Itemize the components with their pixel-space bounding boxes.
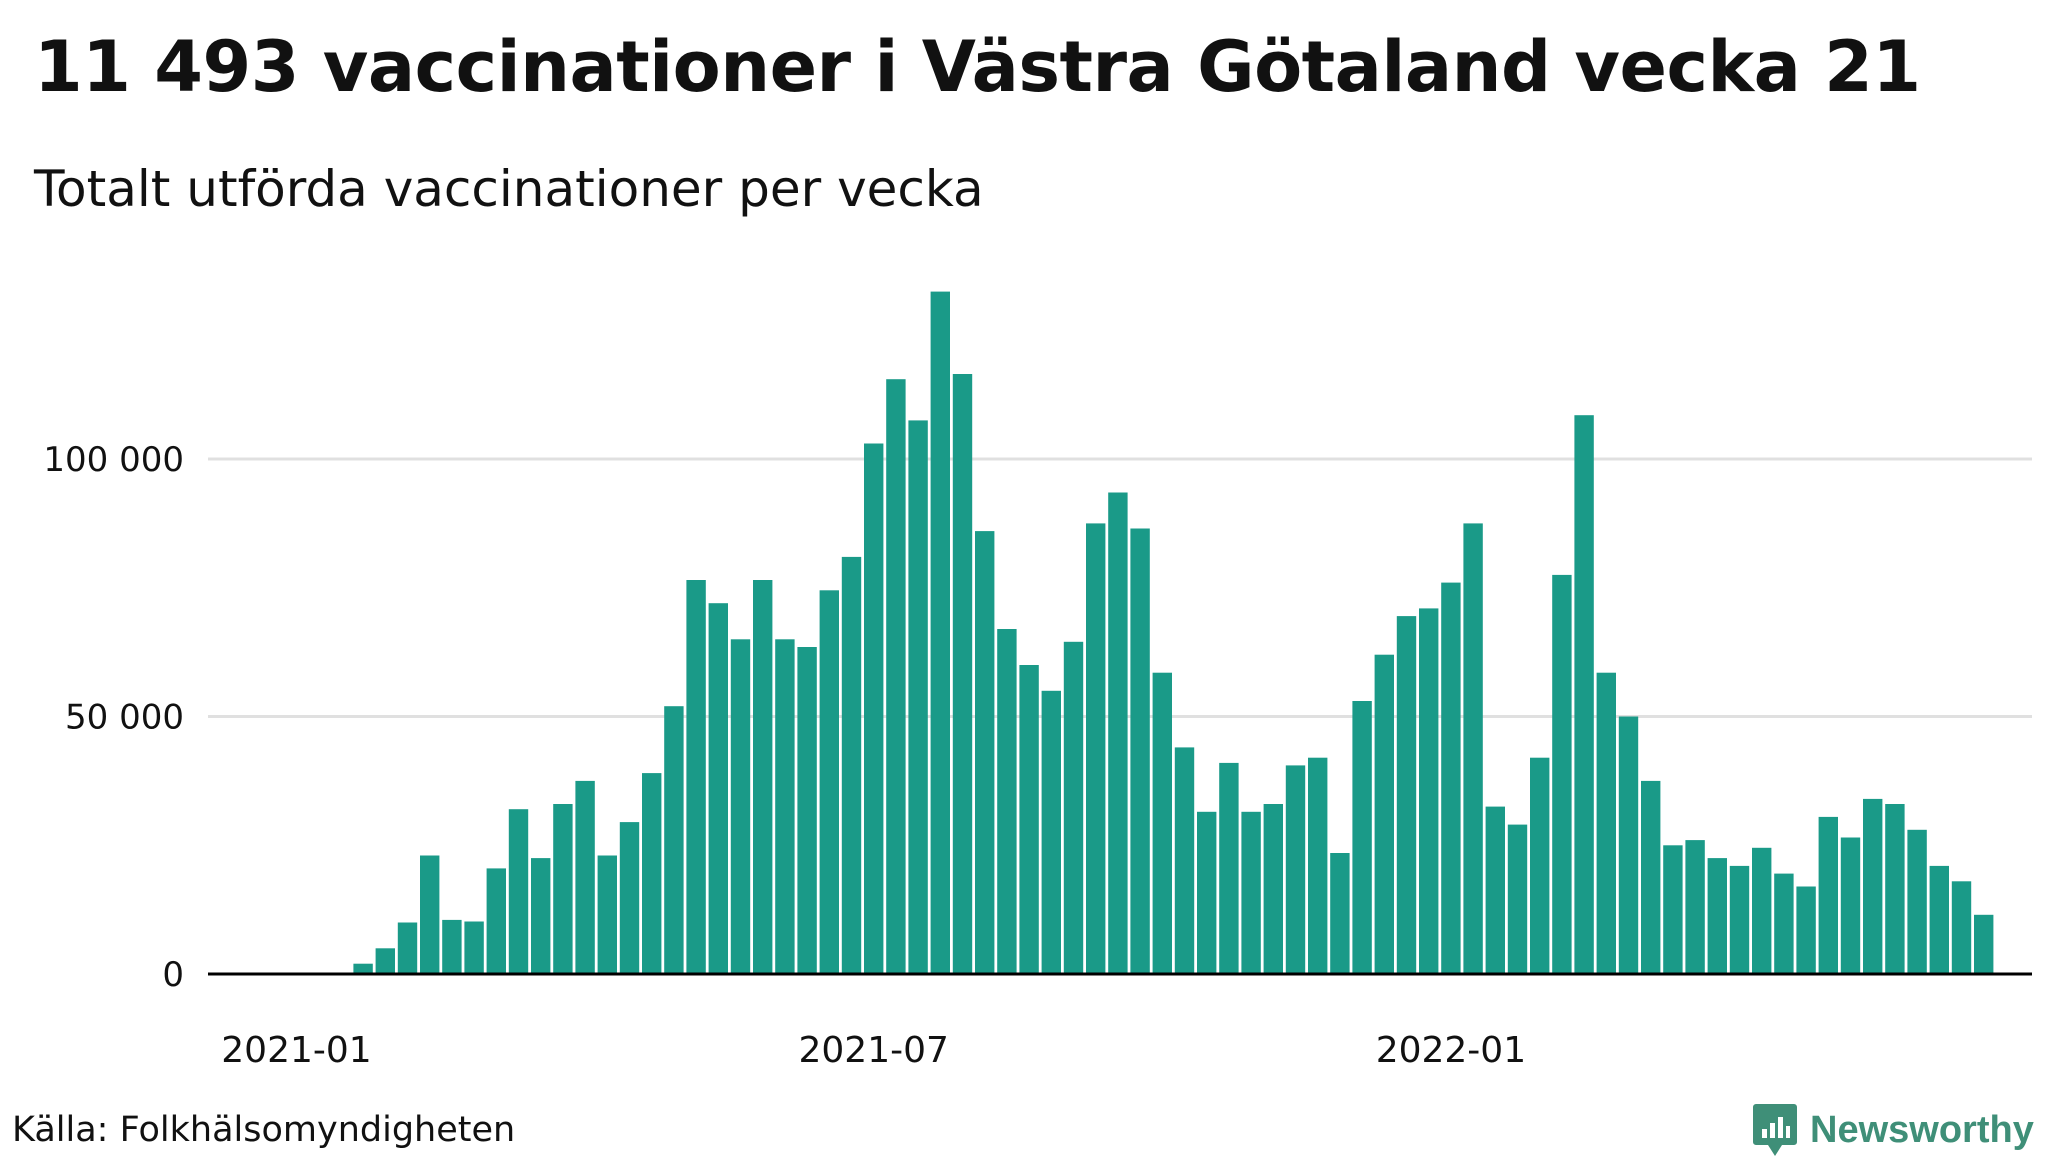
bar <box>1507 824 1528 974</box>
bar <box>664 706 684 974</box>
bar <box>1685 840 1705 974</box>
bar <box>353 963 373 974</box>
bar <box>486 868 506 974</box>
bar <box>1818 816 1838 974</box>
bar <box>1174 747 1195 974</box>
bar <box>797 647 817 974</box>
bar <box>975 531 995 974</box>
bar <box>908 420 928 974</box>
brand-name: Newsworthy <box>1810 1108 2034 1151</box>
bar-chart-badge-icon <box>1753 1104 1797 1156</box>
bar <box>1907 829 1927 974</box>
bar <box>1241 811 1261 974</box>
bar <box>1863 798 1883 974</box>
bar <box>1929 865 1949 974</box>
bar <box>1374 654 1394 974</box>
bar <box>1086 523 1106 974</box>
bar <box>1285 765 1306 974</box>
bar <box>619 822 640 974</box>
bar <box>753 580 773 974</box>
bar <box>1352 701 1372 974</box>
bars <box>353 291 1994 975</box>
bar <box>952 374 973 974</box>
bar <box>1330 853 1350 974</box>
bar <box>1663 845 1683 975</box>
bar <box>1618 716 1639 974</box>
bar <box>841 556 862 974</box>
bar <box>1951 881 1972 974</box>
bar <box>1729 865 1750 974</box>
bar <box>997 629 1017 974</box>
bar <box>1308 757 1328 974</box>
bar <box>553 804 573 974</box>
bar <box>1774 873 1794 974</box>
y-tick-label: 100 000 <box>43 440 184 480</box>
bar <box>686 580 706 974</box>
bar <box>864 443 884 974</box>
bar-chart: 0 50 000 100 000 2021-01 2021-07 2022-01 <box>43 291 2032 1071</box>
bar <box>508 809 529 974</box>
x-tick-label: 2021-07 <box>798 1030 948 1071</box>
bar <box>1552 574 1572 974</box>
x-tick-label: 2022-01 <box>1376 1030 1526 1071</box>
y-tick-label: 50 000 <box>65 698 184 738</box>
bar <box>886 379 906 974</box>
bar <box>531 858 551 974</box>
bar <box>1463 523 1483 974</box>
bar <box>1197 811 1217 974</box>
bar <box>575 780 595 974</box>
bar <box>1974 914 1994 974</box>
x-tick-label: 2021-01 <box>221 1030 371 1071</box>
bar <box>1485 806 1505 974</box>
bar <box>1152 672 1172 974</box>
bar <box>819 590 839 974</box>
bar <box>464 921 484 974</box>
bar <box>642 773 662 974</box>
bar <box>730 639 751 975</box>
bar <box>1641 780 1661 974</box>
bar <box>1130 528 1150 974</box>
bar <box>1396 616 1417 974</box>
bar <box>1441 582 1461 974</box>
bar <box>397 922 418 974</box>
bar <box>420 855 440 974</box>
bar <box>1219 762 1239 974</box>
bar <box>375 948 395 975</box>
bar <box>1019 665 1039 974</box>
bar <box>1041 690 1061 975</box>
bar <box>1840 837 1861 974</box>
bar <box>1108 492 1128 974</box>
bar <box>1596 672 1616 974</box>
y-tick-label: 0 <box>162 955 184 995</box>
bar <box>930 291 950 975</box>
chart-title: 11 493 vaccinationer i Västra Götaland v… <box>34 26 1921 108</box>
bar <box>1063 641 1084 974</box>
newsworthy-logo[interactable]: Newsworthy <box>1752 1100 2034 1160</box>
bar <box>1885 804 1905 974</box>
bar <box>775 639 795 975</box>
bar <box>1263 804 1283 974</box>
bar <box>708 603 728 974</box>
bar <box>1419 608 1439 974</box>
bar <box>1752 847 1772 974</box>
axes: 0 50 000 100 000 2021-01 2021-07 2022-01 <box>43 440 2032 1071</box>
bar <box>1530 757 1550 974</box>
bar <box>1796 886 1816 974</box>
bar <box>1574 415 1594 974</box>
chart-subtitle: Totalt utförda vaccinationer per vecka <box>34 160 984 218</box>
bar <box>442 919 462 974</box>
bar <box>1707 858 1727 974</box>
bar <box>597 855 617 974</box>
source-note: Källa: Folkhälsomyndigheten <box>12 1110 516 1150</box>
